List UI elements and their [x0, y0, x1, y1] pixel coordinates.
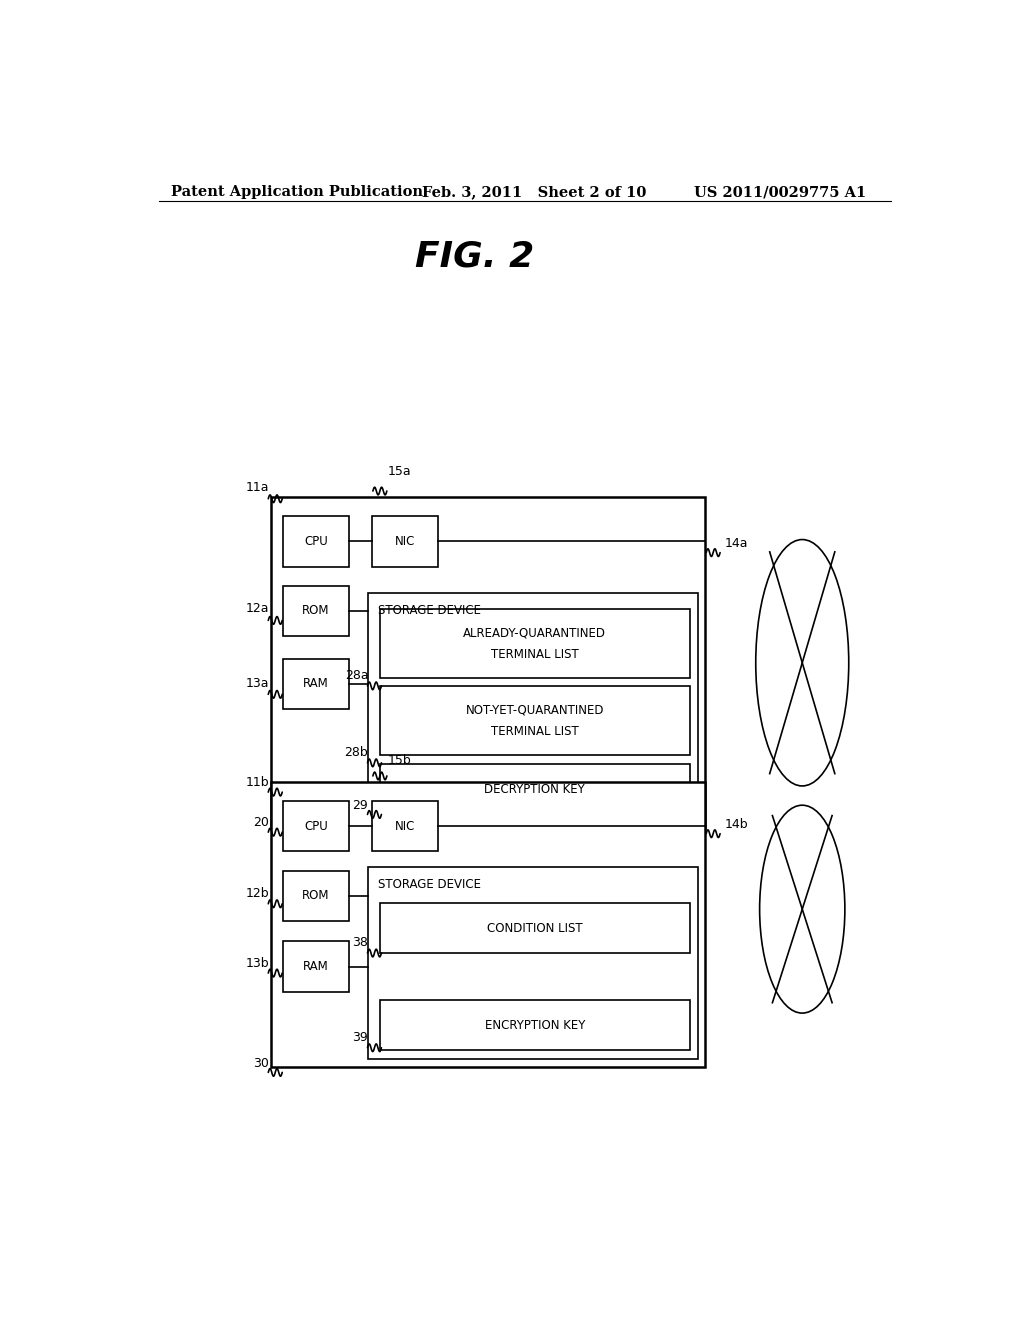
- Text: 28b: 28b: [344, 746, 369, 759]
- Text: 11a: 11a: [246, 482, 269, 495]
- Text: 13a: 13a: [246, 677, 269, 690]
- Text: ENCRYPTION KEY: ENCRYPTION KEY: [484, 1019, 585, 1031]
- Bar: [372, 516, 438, 566]
- Text: US 2011/0029775 A1: US 2011/0029775 A1: [693, 185, 866, 199]
- Text: TERMINAL LIST: TERMINAL LIST: [490, 648, 579, 661]
- Text: NIC: NIC: [395, 820, 416, 833]
- Bar: [283, 941, 349, 991]
- Bar: [380, 903, 690, 953]
- Text: 13b: 13b: [246, 957, 269, 970]
- Text: STORAGE DEVICE: STORAGE DEVICE: [378, 605, 480, 618]
- Text: CPU: CPU: [304, 535, 328, 548]
- Text: DECRYPTION KEY: DECRYPTION KEY: [484, 783, 586, 796]
- Text: STORAGE DEVICE: STORAGE DEVICE: [378, 878, 480, 891]
- Text: TERMINAL LIST: TERMINAL LIST: [490, 725, 579, 738]
- Bar: [271, 498, 706, 829]
- Text: 30: 30: [253, 1056, 269, 1069]
- Text: 12a: 12a: [246, 602, 269, 615]
- Text: 39: 39: [352, 1031, 369, 1044]
- Bar: [369, 867, 697, 1059]
- Text: Feb. 3, 2011   Sheet 2 of 10: Feb. 3, 2011 Sheet 2 of 10: [423, 185, 647, 199]
- Text: 28a: 28a: [345, 669, 369, 682]
- Text: 14b: 14b: [725, 818, 749, 832]
- Bar: [283, 801, 349, 851]
- Text: 11b: 11b: [246, 776, 269, 788]
- Bar: [372, 801, 438, 851]
- Bar: [380, 686, 690, 755]
- Text: 12b: 12b: [246, 887, 269, 900]
- Bar: [283, 516, 349, 566]
- Text: 14a: 14a: [725, 537, 749, 550]
- Text: RAM: RAM: [303, 960, 329, 973]
- Bar: [283, 871, 349, 921]
- Text: ROM: ROM: [302, 890, 330, 902]
- Bar: [380, 609, 690, 678]
- Bar: [283, 659, 349, 709]
- Text: 20: 20: [253, 816, 269, 829]
- Bar: [380, 1001, 690, 1051]
- Bar: [271, 781, 706, 1067]
- Text: 15b: 15b: [388, 754, 412, 767]
- Bar: [369, 594, 697, 821]
- Text: RAM: RAM: [303, 677, 329, 690]
- Text: 15a: 15a: [388, 465, 412, 478]
- Text: ROM: ROM: [302, 605, 330, 618]
- Text: NIC: NIC: [395, 535, 416, 548]
- Bar: [380, 764, 690, 814]
- Text: FIG. 2: FIG. 2: [415, 239, 534, 273]
- Text: NOT-YET-QUARANTINED: NOT-YET-QUARANTINED: [466, 704, 604, 717]
- Text: CPU: CPU: [304, 820, 328, 833]
- Bar: [283, 586, 349, 636]
- Text: Patent Application Publication: Patent Application Publication: [171, 185, 423, 199]
- Text: 29: 29: [352, 799, 369, 812]
- Text: 38: 38: [352, 936, 369, 949]
- Text: CONDITION LIST: CONDITION LIST: [487, 921, 583, 935]
- Text: ALREADY-QUARANTINED: ALREADY-QUARANTINED: [464, 626, 606, 639]
